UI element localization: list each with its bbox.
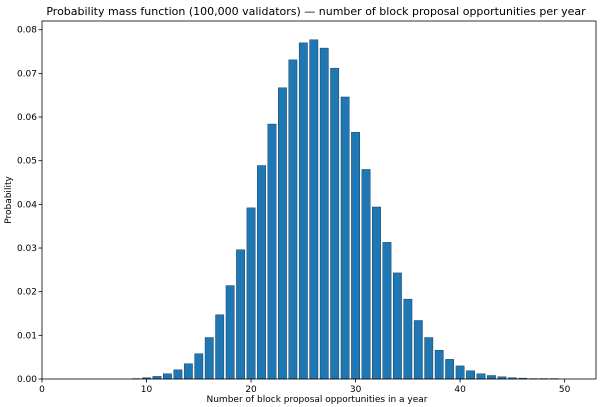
y-axis-ticks: 0.00 0.01 0.02 0.03 0.04 0.05 0.06 0.07 0.08 [17,26,42,385]
bar-42 [476,373,486,380]
y-tick-label-0: 0.00 [17,375,37,385]
bar-16 [204,337,214,380]
bar-24 [288,59,298,380]
bar-26 [309,39,319,380]
bar-19 [236,249,245,380]
y-tick-label-8: 0.08 [17,26,37,36]
bar-27 [319,47,329,380]
bar-18 [225,285,235,380]
y-axis-label: Probability [4,176,14,224]
bar-12 [163,373,172,380]
bar-43 [487,375,496,380]
y-tick-label-7: 0.07 [17,69,37,79]
y-tick-label-1: 0.01 [17,331,37,341]
x-tick-label-20: 20 [245,385,257,395]
bar-37 [424,337,434,380]
bar-41 [466,370,475,380]
x-tick-label-10: 10 [141,385,153,395]
bar-38 [434,349,444,380]
x-axis-label: Number of block proposal opportunities i… [206,395,427,405]
y-tick-label-5: 0.05 [17,157,37,167]
x-tick-label-30: 30 [350,385,362,395]
bar-14 [183,363,193,380]
bar-39 [445,359,455,380]
bar-33 [382,242,392,380]
x-tick-label-0: 0 [39,385,45,395]
bar-25 [298,42,308,380]
bar-22 [267,123,277,380]
bar-36 [413,320,423,380]
bar-15 [194,353,204,380]
bar-29 [340,96,350,380]
bar-35 [403,298,413,380]
bar-20 [246,207,256,380]
bar-31 [361,169,371,380]
bar-30 [351,132,360,380]
bar-23 [278,87,287,380]
bar-40 [455,365,465,380]
bar-21 [257,165,266,380]
chart-title: Probability mass function (100,000 valid… [46,5,586,18]
bar-34 [393,272,402,380]
bar-13 [173,369,183,380]
y-tick-label-6: 0.06 [17,113,37,123]
bar-17 [215,314,225,380]
bar-28 [330,67,340,380]
bars [131,39,559,380]
x-axis-ticks: 0 10 20 30 40 50 [39,379,571,395]
bar-32 [372,206,381,380]
x-tick-label-40: 40 [454,385,466,395]
y-tick-label-3: 0.03 [17,244,37,254]
x-tick-label-50: 50 [559,385,571,395]
y-tick-label-2: 0.02 [17,288,37,298]
plot-frame [41,20,597,380]
y-tick-label-4: 0.04 [17,200,37,210]
